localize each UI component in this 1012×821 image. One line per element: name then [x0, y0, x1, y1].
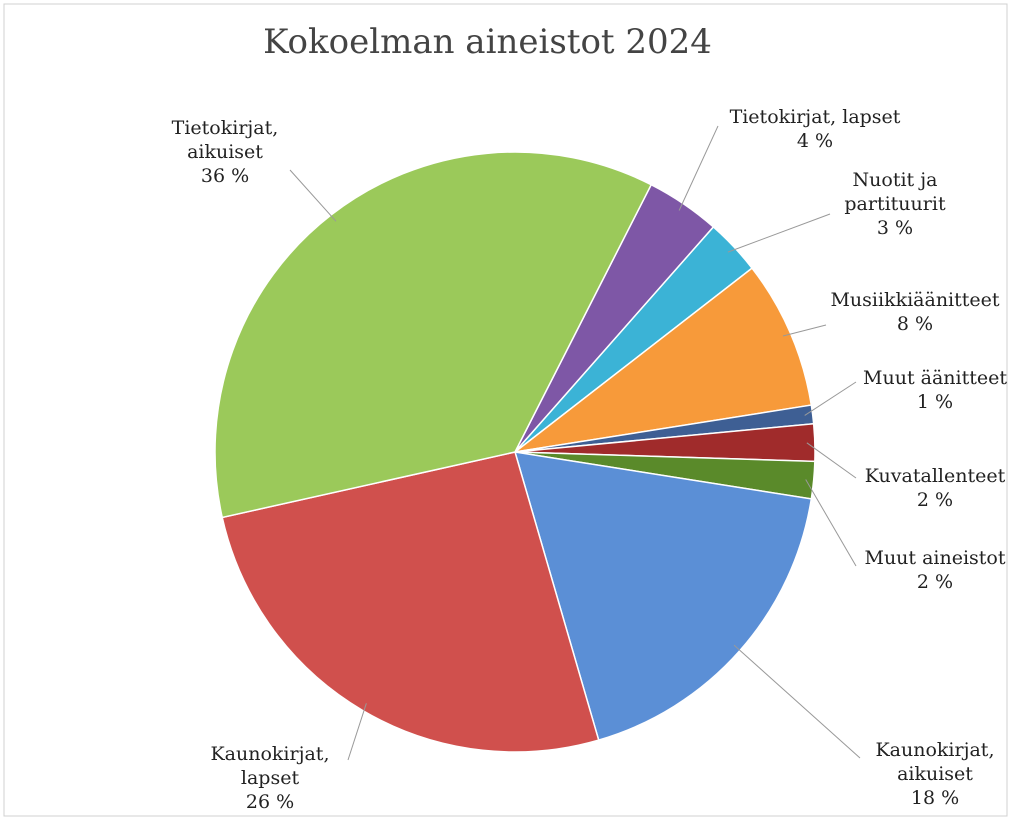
- data-label: Kuvatallenteet 2 %: [850, 464, 1012, 512]
- leader-line: [804, 381, 857, 416]
- frame: [3, 3, 1008, 817]
- category-label: Musiikkiäänitteet: [830, 289, 1000, 311]
- data-label: Tietokirjat, aikuiset 36 %: [155, 116, 295, 188]
- category-label: Tietokirjat, lapset: [729, 106, 901, 128]
- category-label: Kaunokirjat, aikuiset: [875, 739, 995, 785]
- category-label: Tietokirjat, aikuiset: [171, 117, 279, 163]
- data-label: Tietokirjat, lapset 4 %: [700, 105, 930, 153]
- data-label: Musiikkiäänitteet 8 %: [815, 288, 1012, 336]
- value-label: 1 %: [916, 391, 954, 413]
- category-label: Kaunokirjat, lapset: [210, 743, 330, 789]
- pie-slice: [221, 451, 600, 753]
- value-label: 2 %: [916, 571, 954, 593]
- leader-line: [806, 442, 857, 479]
- value-label: 26 %: [245, 791, 295, 813]
- pie-slice: [214, 151, 653, 519]
- pie-slice: [514, 267, 813, 453]
- category-label: Kuvatallenteet: [864, 465, 1006, 487]
- data-label: Kaunokirjat, lapset 26 %: [195, 742, 345, 814]
- leader-line: [733, 644, 861, 759]
- category-label: Muut äänitteet: [863, 367, 1007, 389]
- category-label: Nuotit ja partituurit: [844, 169, 946, 215]
- data-label: Nuotit ja partituurit 3 %: [830, 168, 960, 240]
- leader-line: [347, 703, 367, 761]
- leader-line: [782, 324, 827, 337]
- value-label: 8 %: [896, 313, 934, 335]
- category-label: Muut aineistot: [864, 547, 1006, 569]
- value-label: 2 %: [916, 489, 954, 511]
- leader-line: [678, 125, 719, 211]
- data-label: Muut aineistot 2 %: [850, 546, 1012, 594]
- value-label: 18 %: [910, 787, 960, 809]
- value-label: 4 %: [796, 130, 834, 152]
- data-label: Kaunokirjat, aikuiset 18 %: [860, 738, 1010, 810]
- data-label: Muut äänitteet 1 %: [850, 366, 1012, 414]
- chart-title: Kokoelman aineistot 2024: [263, 22, 712, 62]
- value-label: 3 %: [876, 217, 914, 239]
- leader-line: [289, 169, 337, 222]
- leader-line: [727, 213, 831, 253]
- leader-line: [805, 479, 857, 567]
- value-label: 36 %: [200, 165, 250, 187]
